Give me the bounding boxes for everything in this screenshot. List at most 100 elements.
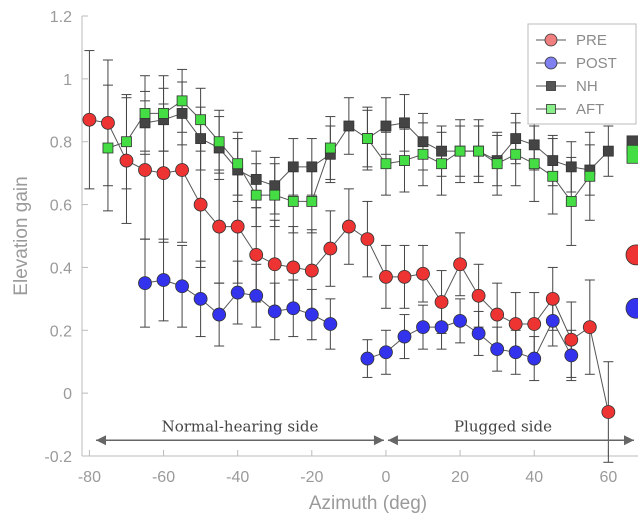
pre-point	[267, 257, 282, 272]
y-tick-label: 0.2	[50, 323, 72, 340]
aft-point	[362, 133, 373, 144]
aft-point	[232, 158, 244, 170]
axes: -0.2 0 0.2 0.4 0.6 0.8 1 1.2 -80 -60 -40 -20 0 20 40 60	[44, 9, 638, 486]
post-point	[471, 326, 486, 341]
post-point	[397, 329, 412, 344]
nh-point	[195, 133, 207, 144]
pre-point	[101, 115, 115, 130]
nh-point	[343, 120, 355, 132]
post-point	[156, 273, 171, 287]
pre-point	[416, 266, 430, 281]
y-tick-label: 0.6	[50, 198, 72, 215]
x-axis-label: Azimuth (deg)	[309, 493, 427, 514]
aft-point	[213, 136, 225, 148]
pre-point	[453, 257, 467, 272]
pre-legend-marker	[544, 33, 558, 47]
left-arrowhead	[96, 435, 106, 446]
aft-point	[195, 114, 207, 126]
aft-point	[250, 189, 262, 201]
x-tick-label: 20	[451, 469, 469, 486]
pre-point	[508, 317, 523, 331]
right-arrowhead	[624, 435, 634, 446]
pre-point	[175, 163, 189, 177]
normal-hearing-side-label: Normal-hearing side	[162, 417, 319, 435]
nh-point	[510, 133, 522, 144]
pre-point	[193, 197, 208, 212]
pre-point	[304, 263, 319, 278]
aft-point	[417, 148, 429, 160]
aft-point	[454, 145, 466, 157]
post-legend-label: POST	[576, 55, 617, 72]
nh-point	[269, 180, 281, 192]
aft-legend-label: AFT	[576, 101, 604, 118]
pre-point	[379, 269, 393, 284]
pre-point	[119, 153, 134, 168]
region-annotations: Normal-hearing side Plugged side	[96, 417, 634, 446]
aft-point	[491, 158, 503, 170]
pre-point	[527, 317, 542, 331]
aft-point	[565, 196, 577, 207]
data-markers	[82, 95, 638, 419]
y-tick-label: 0.4	[50, 260, 72, 277]
pre-point	[564, 332, 579, 347]
left-arrowhead	[373, 435, 384, 446]
nh-point	[306, 161, 318, 173]
post-point	[564, 348, 579, 363]
nh-point	[417, 136, 429, 148]
post-point	[286, 301, 301, 316]
aft-point	[399, 155, 410, 166]
nh-point	[139, 117, 151, 129]
aft-point	[473, 145, 485, 157]
pre-point	[82, 112, 97, 127]
pre-point	[249, 247, 264, 262]
y-tick-label: 0	[63, 386, 72, 403]
nh-point	[602, 145, 614, 157]
post-line-segment	[533, 320, 554, 359]
pre-point	[360, 232, 375, 247]
nh-point	[547, 155, 559, 166]
pre-point	[286, 260, 301, 275]
y-tick-label: -0.2	[44, 449, 72, 466]
pre-point	[582, 320, 597, 335]
aft-point	[121, 136, 132, 148]
nh-point	[380, 120, 392, 132]
pre-line-segment	[441, 264, 461, 303]
right-arrowhead	[387, 435, 398, 446]
aft-point	[176, 95, 188, 107]
post-point	[323, 317, 338, 331]
post-point	[434, 320, 449, 335]
post-point	[545, 313, 560, 328]
pre-point	[230, 219, 245, 234]
post-point	[267, 304, 282, 319]
post-point	[379, 345, 393, 360]
aft-point	[287, 196, 299, 207]
pre-point	[397, 269, 412, 284]
post-point	[508, 345, 523, 360]
post-point	[304, 307, 319, 322]
pre-line-segment	[366, 238, 387, 278]
aft-point	[324, 142, 336, 154]
pre-edge-marker	[625, 244, 638, 266]
post-point	[175, 279, 189, 294]
post-legend-marker	[544, 56, 558, 70]
pre-point	[434, 295, 449, 309]
y-tick-label: 0.8	[50, 135, 72, 152]
aft-point	[158, 108, 169, 119]
post-edge-marker	[625, 297, 638, 319]
post-point	[453, 313, 467, 328]
y-tick-label: 1	[63, 72, 72, 89]
x-tick-label: 0	[381, 469, 390, 486]
aft-point	[306, 196, 318, 207]
pre-line-segment	[552, 298, 572, 340]
y-tick-label: 1.2	[50, 9, 72, 26]
pre-point	[156, 166, 171, 181]
aft-point	[547, 170, 559, 182]
y-axis-label: Elevation gain	[11, 176, 32, 295]
nh-legend-marker	[546, 81, 556, 91]
nh-point	[436, 145, 447, 157]
post-point	[360, 351, 375, 366]
nh-point	[399, 117, 410, 129]
legend: PRE POST NH AFT	[527, 23, 637, 125]
pre-point	[323, 241, 338, 256]
pre-point	[601, 405, 616, 419]
